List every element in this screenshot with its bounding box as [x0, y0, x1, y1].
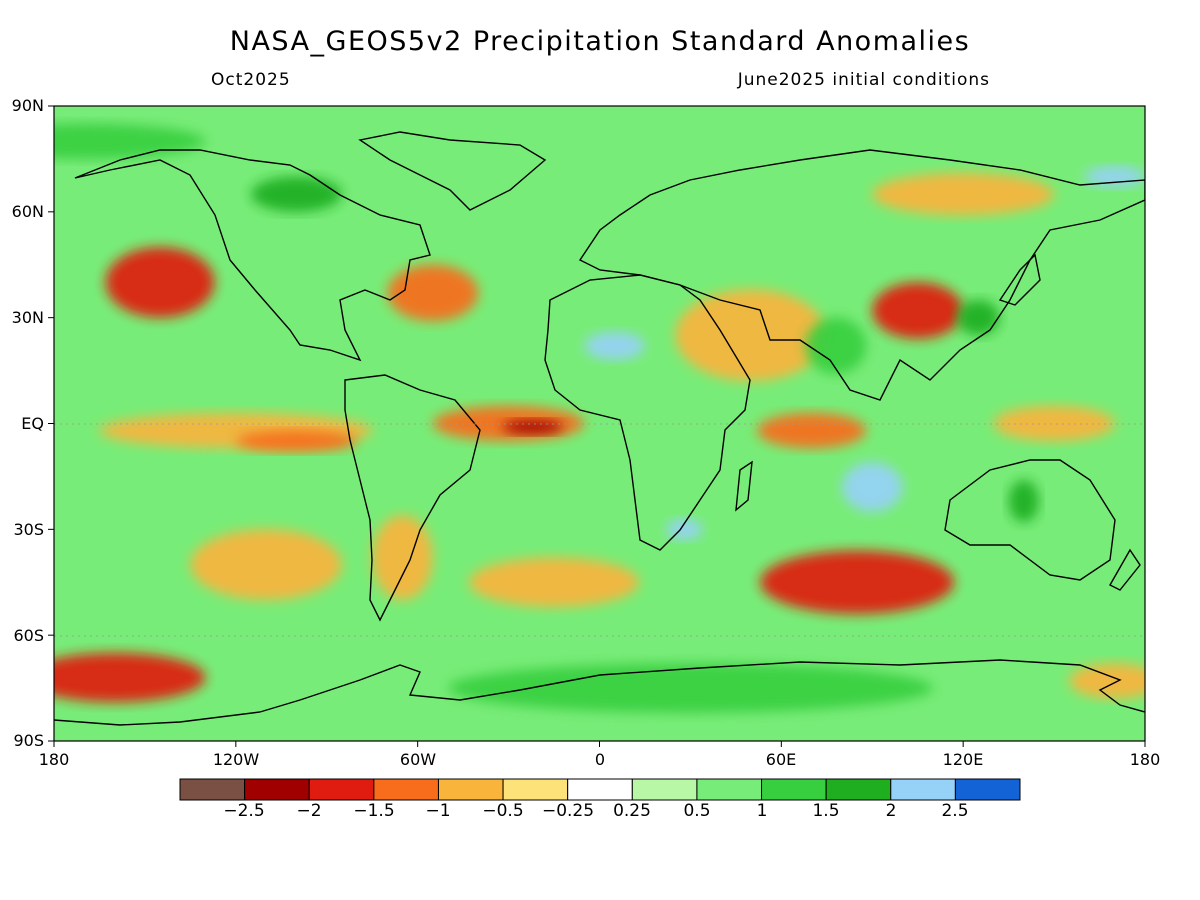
colorbar-label: 2 [885, 801, 897, 821]
lat-label: 60S [13, 626, 44, 645]
anomaly-region-indian-ocean-dry [757, 412, 867, 449]
colorbar-label: −0.5 [482, 801, 524, 821]
coastline-madagascar [735, 460, 753, 512]
lat-label: 30S [13, 520, 44, 539]
colorbar-swatch [825, 778, 892, 801]
anomaly-region-south-pacific-dry [190, 529, 342, 600]
colorbar-label: 1.5 [812, 801, 840, 821]
anomaly-region-south-atlantic-dry [469, 557, 639, 607]
anomaly-region-southern-ocean-wet [447, 663, 933, 713]
coastline-south-america [344, 374, 481, 622]
anomaly-region-central-pacific-dry-core [235, 430, 358, 452]
colorbar-swatch [502, 778, 569, 801]
anomaly-region-australia-wet [1008, 479, 1039, 523]
coastline-japan [998, 253, 1041, 306]
anomaly-region-china-dry [872, 282, 964, 339]
lat-label: 60N [11, 202, 44, 221]
chart-title: NASA_GEOS5v2 Precipitation Standard Anom… [229, 26, 971, 57]
lat-label: 90N [11, 96, 44, 115]
anomaly-region-canada-wet [250, 176, 342, 212]
plot-area [54, 106, 1145, 741]
colorbar-swatch [761, 778, 827, 801]
colorbar-swatch [954, 778, 1021, 801]
colorbar-label: −0.25 [541, 801, 595, 821]
anomaly-region-arabia-dry [675, 289, 827, 382]
colorbar-label: −2.5 [223, 801, 265, 821]
colorbar-swatch [244, 778, 310, 801]
lon-label: 120W [212, 750, 260, 769]
coastline-new-zealand [1109, 548, 1141, 591]
anomaly-region-ross-sea-dry [1069, 663, 1145, 699]
anomaly-region-india-wet [805, 317, 867, 375]
anomaly-region-southern-indian-dry [760, 550, 955, 614]
anomaly-region-atlantic-itcz-dry-core [502, 419, 564, 435]
coastline-africa [544, 274, 751, 551]
colorbar-swatch [308, 778, 375, 801]
colorbar-swatch [437, 778, 504, 801]
coastline-north-america [74, 149, 431, 362]
anomaly-region-amundsen-sea-dry [54, 652, 206, 703]
colorbar [179, 778, 1021, 801]
coastline-layer [54, 131, 1145, 726]
colorbar-label: 2.5 [941, 801, 969, 821]
colorbar-label: −2 [296, 801, 322, 821]
anomaly-field-layer [54, 123, 1145, 713]
anomaly-region-sahara-wet [584, 331, 645, 360]
initial-conditions: June2025 initial conditions [737, 70, 990, 90]
colorbar-swatch [696, 778, 763, 801]
anomaly-region-siberia-dry [872, 173, 1055, 216]
anomaly-region-northeast-pacific-dry [105, 247, 215, 318]
colorbar-swatch [890, 778, 956, 801]
colorbar-label: 0.5 [683, 801, 711, 821]
anomaly-region-western-atlantic-dry [387, 264, 479, 322]
colorbar-swatch [373, 778, 439, 801]
anomaly-region-west-pacific-dry [993, 405, 1115, 442]
lat-label: EQ [21, 414, 44, 433]
lon-label: 0 [594, 750, 606, 769]
lon-label: 180 [1129, 750, 1161, 769]
colorbar-label: 1 [756, 801, 768, 821]
coastline-greenland [358, 131, 547, 211]
colorbar-label: 0.25 [613, 801, 651, 821]
lon-label: 60E [765, 750, 797, 769]
anomaly-region-argentina-dry [372, 515, 433, 600]
lat-label: 90S [13, 731, 44, 750]
anomaly-region-south-africa-wet [666, 518, 703, 540]
lon-label: 60W [399, 750, 437, 769]
colorbar-swatch [179, 778, 246, 801]
anomaly-region-indian-ocean-wet [841, 462, 903, 512]
coastline-eurasia [578, 149, 1145, 401]
coastline-australia [944, 459, 1116, 581]
lat-label: 30N [11, 308, 44, 327]
forecast-month: Oct2025 [211, 70, 291, 90]
colorbar-label: −1.5 [353, 801, 395, 821]
anomaly-region-china-wet [957, 300, 1000, 336]
colorbar-label: −1 [425, 801, 451, 821]
lon-label: 180 [38, 750, 70, 769]
lon-label: 120E [942, 750, 984, 769]
colorbar-swatch [631, 778, 698, 801]
axis-ticks [48, 105, 1146, 747]
coastline-antarctica [54, 659, 1145, 726]
colorbar-swatch [567, 778, 633, 801]
latitude-gridlines [54, 423, 1145, 637]
